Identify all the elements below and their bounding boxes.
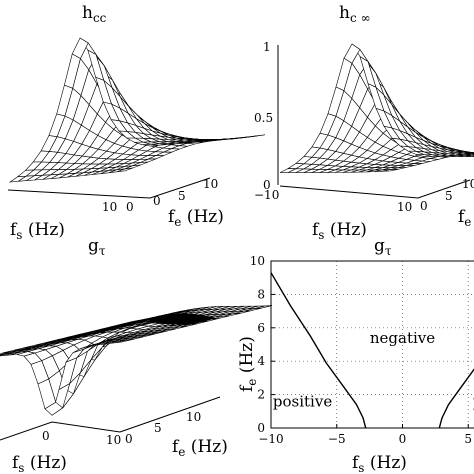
y-tick-label: 10 (186, 410, 201, 424)
region-label: negative (370, 329, 435, 347)
x-tick-label: 10 (397, 200, 412, 214)
z-tick-label: 0 (263, 178, 271, 192)
x-tick-label: −10 (258, 432, 283, 446)
y-tick-label: 0 (153, 194, 161, 208)
xlabel-gtau-contour: fs (Hz) (352, 453, 407, 474)
ylabel-gtau-contour: fe (Hz) (237, 336, 259, 392)
panel-hcc: hcc 10 0 0 5 10 fs (Hz) fe (Hz) (7, 3, 266, 242)
y-tick-label: 10 (462, 177, 474, 191)
x-tick-label: 0 (399, 432, 407, 446)
y-tick-label: 10 (203, 177, 218, 191)
region-label: positive (273, 392, 332, 410)
x-tick-label: 5 (464, 432, 472, 446)
y-tick-label: 2 (257, 388, 265, 402)
y-tick-label: 0 (257, 421, 265, 435)
xlabel-hcinf: fs (Hz) (312, 220, 367, 242)
ylabel-hcinf: fe (458, 207, 471, 229)
y-tick-label: 0 (125, 432, 133, 446)
xlabel-gtau-surface: fs (Hz) (12, 453, 67, 474)
y-tick-label: 4 (257, 354, 265, 368)
mesh-cell (279, 168, 297, 173)
xlabel-hcc: fs (Hz) (10, 220, 65, 242)
y-tick-label: 6 (257, 321, 265, 335)
panel-gtau-surface: gτ 0 10 0 5 10 fs (Hz) fe (Hz) (0, 236, 273, 474)
x-tick-label: 0 (420, 199, 428, 213)
y-tick-label: 5 (154, 421, 162, 435)
z-tick-label: 1 (263, 40, 271, 54)
title-gtau-contour: gτ (374, 236, 392, 258)
x-tick-label: 10 (102, 200, 117, 214)
zero-contour-left (270, 272, 367, 429)
x-tick-label: 0 (42, 429, 50, 443)
surface-mesh-hcinf (279, 43, 474, 199)
fe-axis-line (119, 396, 221, 433)
mesh-cell (8, 175, 28, 183)
base-axes (0, 421, 121, 441)
z-tick-label: 0.5 (254, 111, 273, 125)
mesh-cell (0, 351, 11, 355)
surface-mesh-gtau (0, 305, 273, 416)
dense-mesh-region (150, 313, 215, 325)
title-gtau-surface: gτ (88, 236, 106, 258)
y-tick-label: 10 (250, 254, 265, 268)
x-tick-label: 0 (126, 200, 134, 214)
panel-hcinf: hc ∞ 1 0.5 0 −10 10 0 5 10 fs (Hz) fe (254, 3, 474, 242)
region-label: positive (473, 392, 474, 410)
axes-frame (270, 260, 474, 429)
contour-plot: 0 2 4 6 8 10 −10 −5 0 5 negative positive positive (250, 254, 474, 446)
x-tick-label: −10 (254, 188, 279, 202)
base-axes (279, 179, 471, 199)
x-tick-label: 10 (106, 433, 121, 447)
zero-contour-right (438, 368, 474, 429)
y-tick-label: 5 (178, 189, 186, 203)
y-tick-label: 8 (257, 287, 265, 301)
ylabel-gtau-surface: fe (Hz) (172, 437, 228, 459)
surface-mesh-hcc (7, 37, 266, 199)
x-tick-label: −5 (328, 432, 346, 446)
ylabel-hcc: fe (Hz) (168, 207, 224, 229)
title-hcc: hcc (82, 3, 107, 25)
y-tick-label: 5 (445, 189, 453, 203)
panel-gtau-contour: gτ 0 2 4 6 8 10 −10 −5 0 5 negative positive positiv… (237, 236, 474, 474)
base-axes (7, 177, 211, 199)
mesh-cell (0, 353, 7, 356)
title-hcinf: hc ∞ (339, 3, 370, 25)
